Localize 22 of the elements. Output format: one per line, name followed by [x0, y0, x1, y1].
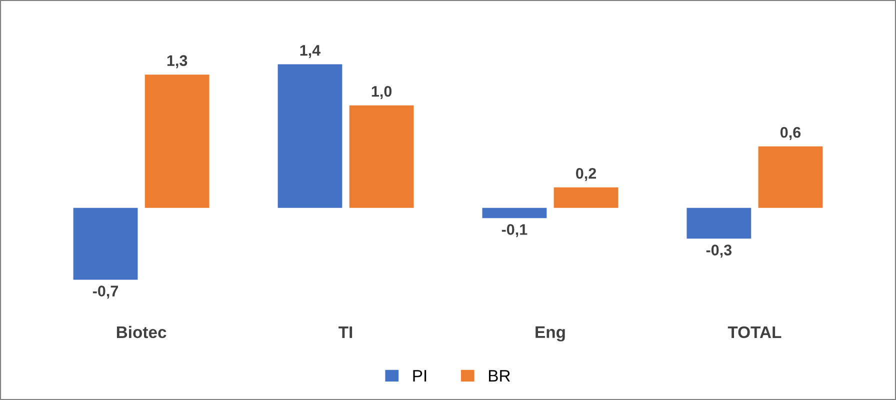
data-label: 1,3 [167, 55, 188, 68]
bar [554, 187, 618, 208]
data-label: 0,2 [576, 168, 596, 182]
bar [73, 208, 138, 280]
bar [758, 146, 823, 208]
bar [349, 105, 414, 208]
data-label: 1,0 [372, 86, 392, 99]
x-tick-label: TI [338, 326, 352, 338]
x-tick-label: TOTAL [728, 326, 782, 338]
legend-label: BR [488, 370, 510, 382]
data-label: 0,6 [780, 126, 801, 140]
bar [278, 64, 342, 208]
bar [482, 208, 547, 218]
data-label: -0,3 [706, 244, 732, 258]
bar [686, 208, 752, 239]
x-tick-label: Eng [536, 326, 565, 342]
data-label: 1,4 [300, 45, 321, 58]
legend-label: PI [413, 370, 426, 382]
data-label: -0,7 [92, 286, 118, 299]
data-label: -0,1 [502, 224, 528, 238]
x-tick-label: Biotec [116, 326, 166, 338]
bar [144, 74, 210, 208]
